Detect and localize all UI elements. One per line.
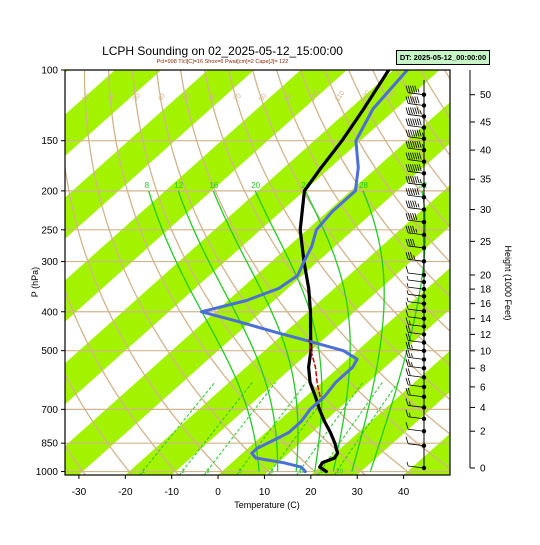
- moist-adiabat-label: 8: [145, 181, 150, 190]
- height-tick-label: 0: [480, 464, 486, 475]
- height-tick-label: 12: [480, 330, 492, 341]
- height-tick-label: 8: [480, 364, 486, 375]
- temperature-tick-label: -30: [72, 487, 87, 498]
- height-tick-label: 14: [480, 314, 492, 325]
- temperature-tick-label: 10: [259, 487, 271, 498]
- mixing-ratio-label: 20: [336, 469, 343, 475]
- height-tick-label: 50: [480, 90, 492, 101]
- height-tick-label: 35: [480, 175, 492, 186]
- pressure-tick-label: 700: [41, 405, 58, 416]
- height-tick-label: 45: [480, 117, 492, 128]
- pressure-tick-label: 500: [41, 346, 58, 357]
- pressure-tick-label: 400: [41, 307, 58, 318]
- moist-adiabat-label: 28: [359, 181, 368, 190]
- pressure-tick-label: 850: [41, 439, 58, 450]
- moist-adiabat-label: 12: [174, 181, 183, 190]
- isotherm-band: [450, 70, 540, 475]
- pressure-tick-label: 250: [41, 225, 58, 236]
- height-tick-label: 16: [480, 299, 492, 310]
- pressure-tick-label: 200: [41, 186, 58, 197]
- x-axis-label: Temperature (C): [234, 500, 300, 510]
- height-tick-label: 6: [480, 382, 486, 393]
- height-tick-label: 30: [480, 205, 492, 216]
- temperature-tick-label: 0: [215, 487, 221, 498]
- pressure-tick-label: 1000: [36, 467, 59, 478]
- temperature-tick-label: -20: [118, 487, 133, 498]
- pressure-tick-label: 150: [41, 136, 58, 147]
- chart-title: LCPH Sounding on 02_2025-05-12_15:00:00: [65, 44, 380, 58]
- chart-subtitle: Pcl=998 Tlcl[C]=16 Shox=6 Pwat[cm]=2 Cap…: [65, 59, 380, 65]
- height-tick-label: 4: [480, 403, 486, 414]
- moist-adiabat-label: 20: [251, 181, 260, 190]
- height-tick-label: 2: [480, 427, 486, 438]
- height-tick-label: 18: [480, 285, 492, 296]
- temperature-tick-label: -10: [164, 487, 179, 498]
- temperature-tick-label: 20: [305, 487, 317, 498]
- height-axis-label: Height (1000 Feet): [503, 245, 513, 320]
- temperature-tick-label: 40: [398, 487, 410, 498]
- height-tick-label: 10: [480, 346, 492, 357]
- dt-label: DT: 2025-05-12_00:00:00: [396, 50, 490, 65]
- pressure-tick-label: 100: [41, 66, 58, 77]
- height-tick-label: 25: [480, 237, 492, 248]
- dry-adiabat: [445, 70, 540, 475]
- height-tick-label: 20: [480, 271, 492, 282]
- moist-adiabat-label: 16: [209, 181, 218, 190]
- y-axis-label: P (hPa): [30, 267, 40, 297]
- height-tick-label: 40: [480, 146, 492, 157]
- pressure-tick-label: 300: [41, 257, 58, 268]
- temperature-tick-label: 30: [352, 487, 364, 498]
